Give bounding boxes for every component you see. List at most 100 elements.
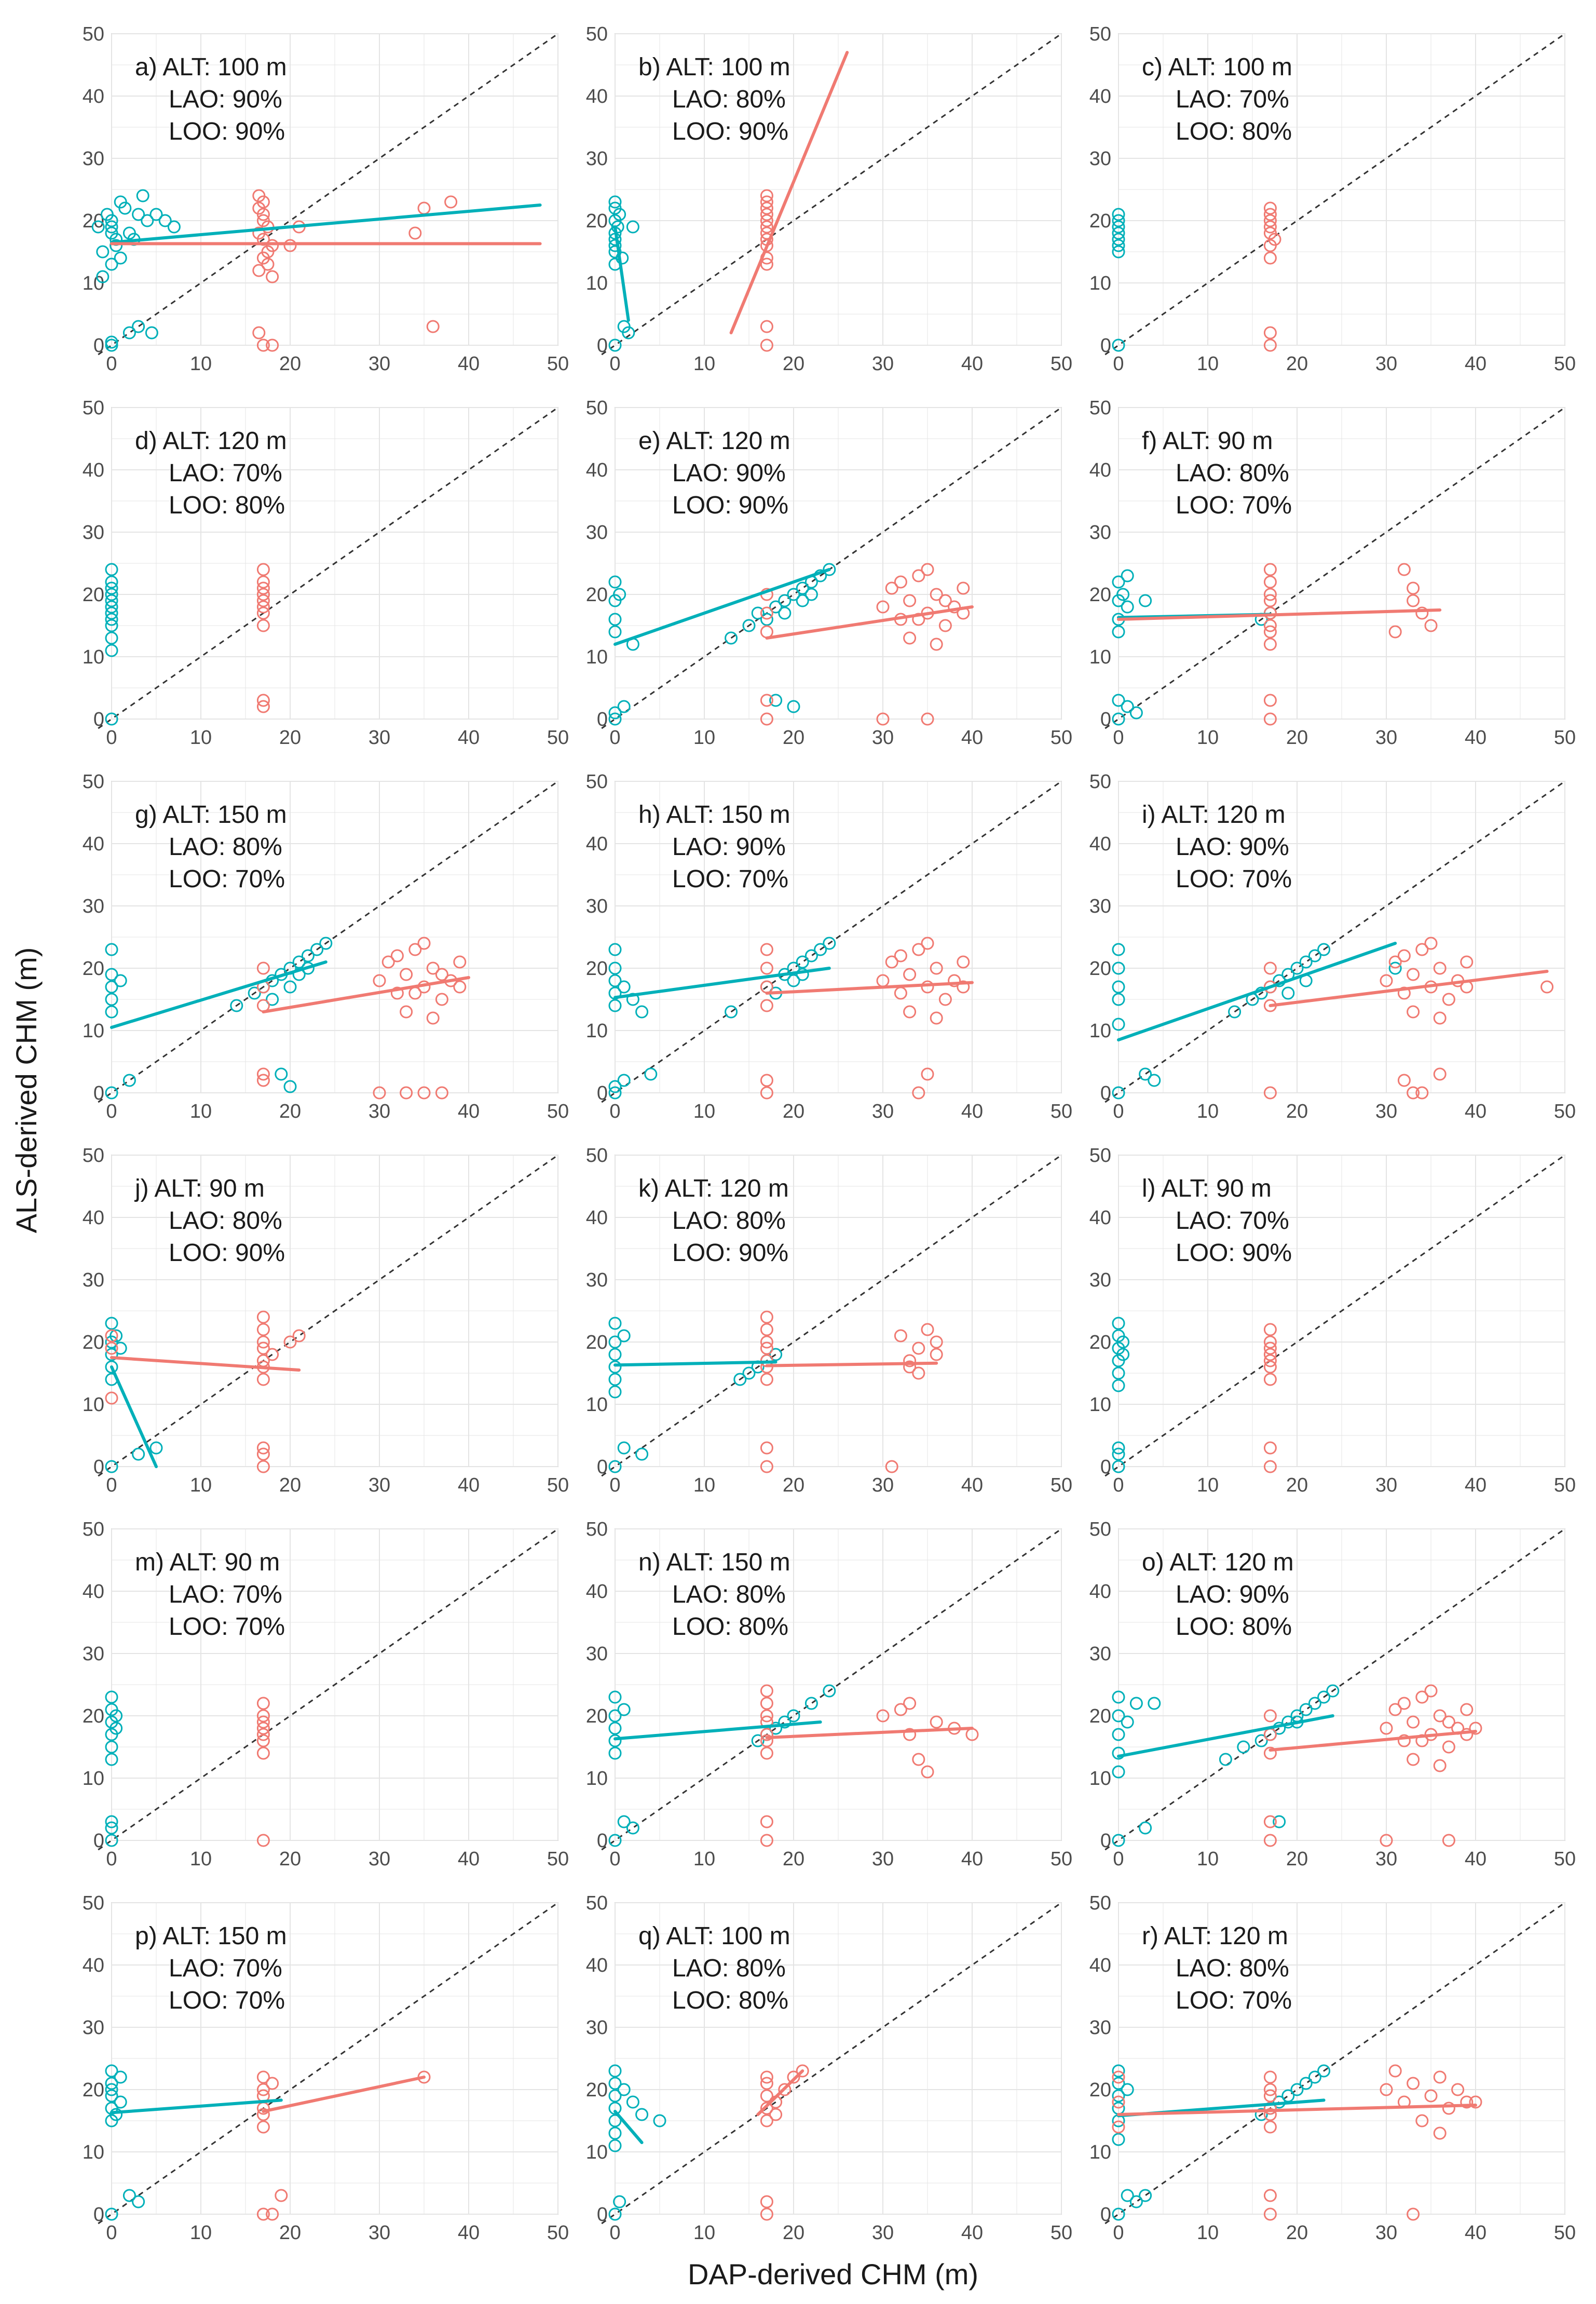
x-tick-label: 40 bbox=[458, 1848, 480, 1870]
data-point bbox=[1112, 1086, 1125, 1100]
data-point bbox=[114, 974, 127, 987]
data-point bbox=[1112, 338, 1125, 352]
data-point bbox=[96, 245, 110, 259]
fit-line bbox=[613, 1720, 822, 1741]
data-point bbox=[617, 1329, 631, 1343]
identity-line bbox=[601, 780, 1062, 1103]
x-tick-label: 0 bbox=[106, 1474, 117, 1496]
data-point bbox=[1263, 1323, 1277, 1336]
y-tick-label: 0 bbox=[1100, 2204, 1111, 2226]
data-point bbox=[256, 1722, 270, 1735]
data-point bbox=[417, 937, 431, 950]
y-tick-label: 20 bbox=[586, 1705, 608, 1727]
data-point bbox=[608, 2102, 622, 2115]
x-tick-label: 10 bbox=[1197, 1474, 1219, 1496]
y-tick-label: 50 bbox=[586, 397, 608, 419]
data-point bbox=[426, 320, 440, 333]
data-point bbox=[105, 980, 118, 994]
data-point bbox=[1263, 594, 1277, 607]
y-tick-label: 10 bbox=[83, 273, 104, 294]
data-point bbox=[105, 1391, 118, 1405]
y-tick-label: 50 bbox=[1089, 1519, 1111, 1540]
data-point bbox=[1460, 1703, 1474, 1716]
x-tick-label: 50 bbox=[547, 1848, 569, 1870]
data-point bbox=[1148, 1074, 1161, 1087]
data-point bbox=[1451, 2083, 1465, 2096]
data-point bbox=[122, 326, 136, 340]
y-tick-label: 40 bbox=[1089, 459, 1111, 481]
x-tick-label: 30 bbox=[872, 1848, 894, 1870]
data-point bbox=[141, 214, 154, 227]
x-tick-label: 40 bbox=[961, 2222, 983, 2244]
data-point bbox=[256, 606, 270, 620]
data-point bbox=[608, 2207, 622, 2221]
annotation-lao: LAO: 80% bbox=[169, 833, 282, 861]
data-point bbox=[885, 955, 898, 969]
x-tick-label: 20 bbox=[1286, 1101, 1308, 1122]
data-point bbox=[1263, 214, 1277, 227]
data-point bbox=[1388, 961, 1402, 975]
data-point bbox=[957, 955, 970, 969]
data-point bbox=[114, 1341, 127, 1355]
data-point bbox=[1299, 2077, 1313, 2090]
data-point bbox=[1112, 980, 1125, 994]
data-point bbox=[275, 1067, 288, 1081]
fit-line bbox=[1117, 1714, 1334, 1758]
data-point bbox=[1442, 1834, 1455, 1847]
y-tick-label: 30 bbox=[1089, 522, 1111, 544]
data-point bbox=[760, 613, 773, 626]
data-point bbox=[1407, 581, 1420, 595]
data-point bbox=[796, 968, 809, 981]
y-tick-label: 30 bbox=[83, 1643, 104, 1665]
x-tick-label: 50 bbox=[1051, 1474, 1072, 1496]
data-point bbox=[930, 1348, 943, 1361]
data-point bbox=[105, 1821, 118, 1835]
data-point bbox=[1112, 1690, 1125, 1704]
identity-line bbox=[601, 1528, 1062, 1851]
data-point bbox=[608, 338, 622, 352]
data-point bbox=[105, 712, 118, 726]
data-point bbox=[742, 1366, 756, 1380]
y-tick-label: 10 bbox=[1089, 1394, 1111, 1416]
data-point bbox=[1121, 2189, 1134, 2202]
y-tick-label: 50 bbox=[83, 23, 104, 45]
data-point bbox=[804, 588, 818, 601]
data-point bbox=[1112, 993, 1125, 1006]
data-point bbox=[608, 974, 622, 987]
data-point bbox=[1219, 1753, 1232, 1766]
annotation-loo: LOO: 90% bbox=[672, 1239, 788, 1267]
y-tick-label: 30 bbox=[1089, 1269, 1111, 1291]
x-tick-label: 40 bbox=[1465, 353, 1486, 375]
data-point bbox=[105, 581, 118, 595]
data-point bbox=[110, 1709, 123, 1723]
data-point bbox=[1263, 563, 1277, 576]
data-point bbox=[608, 1746, 622, 1760]
annotation-altitude: d) ALT: 120 m bbox=[135, 427, 287, 455]
data-point bbox=[252, 264, 266, 277]
data-point bbox=[1263, 694, 1277, 707]
y-tick-label: 40 bbox=[83, 833, 104, 855]
data-point bbox=[760, 712, 773, 726]
x-tick-label: 0 bbox=[609, 727, 620, 749]
y-tick-label: 30 bbox=[586, 148, 608, 170]
data-point bbox=[1397, 563, 1411, 576]
data-point bbox=[1308, 949, 1321, 963]
data-point bbox=[1407, 1005, 1420, 1019]
panel-n: 0 10 20 30 40 50 0 10 20 30 40 50 n) ALT: 150 m LAO: … bbox=[586, 1519, 1072, 1870]
data-point bbox=[608, 239, 622, 252]
data-point bbox=[760, 1746, 773, 1760]
data-point bbox=[796, 581, 809, 595]
data-point bbox=[256, 588, 270, 601]
fit-line bbox=[765, 605, 974, 640]
panel-q: 0 10 20 30 40 50 0 10 20 30 40 50 q) ALT: 100 m LAO: … bbox=[586, 1892, 1072, 2244]
x-tick-label: 40 bbox=[961, 1848, 983, 1870]
annotation-loo: LOO: 70% bbox=[169, 865, 285, 893]
data-point bbox=[1388, 1703, 1402, 1716]
data-point bbox=[426, 961, 440, 975]
data-point bbox=[1263, 638, 1277, 651]
data-point bbox=[1263, 1815, 1277, 1828]
data-point bbox=[1237, 1740, 1250, 1754]
y-tick-label: 20 bbox=[1089, 210, 1111, 232]
data-point bbox=[266, 1348, 279, 1361]
data-point bbox=[105, 1329, 118, 1343]
